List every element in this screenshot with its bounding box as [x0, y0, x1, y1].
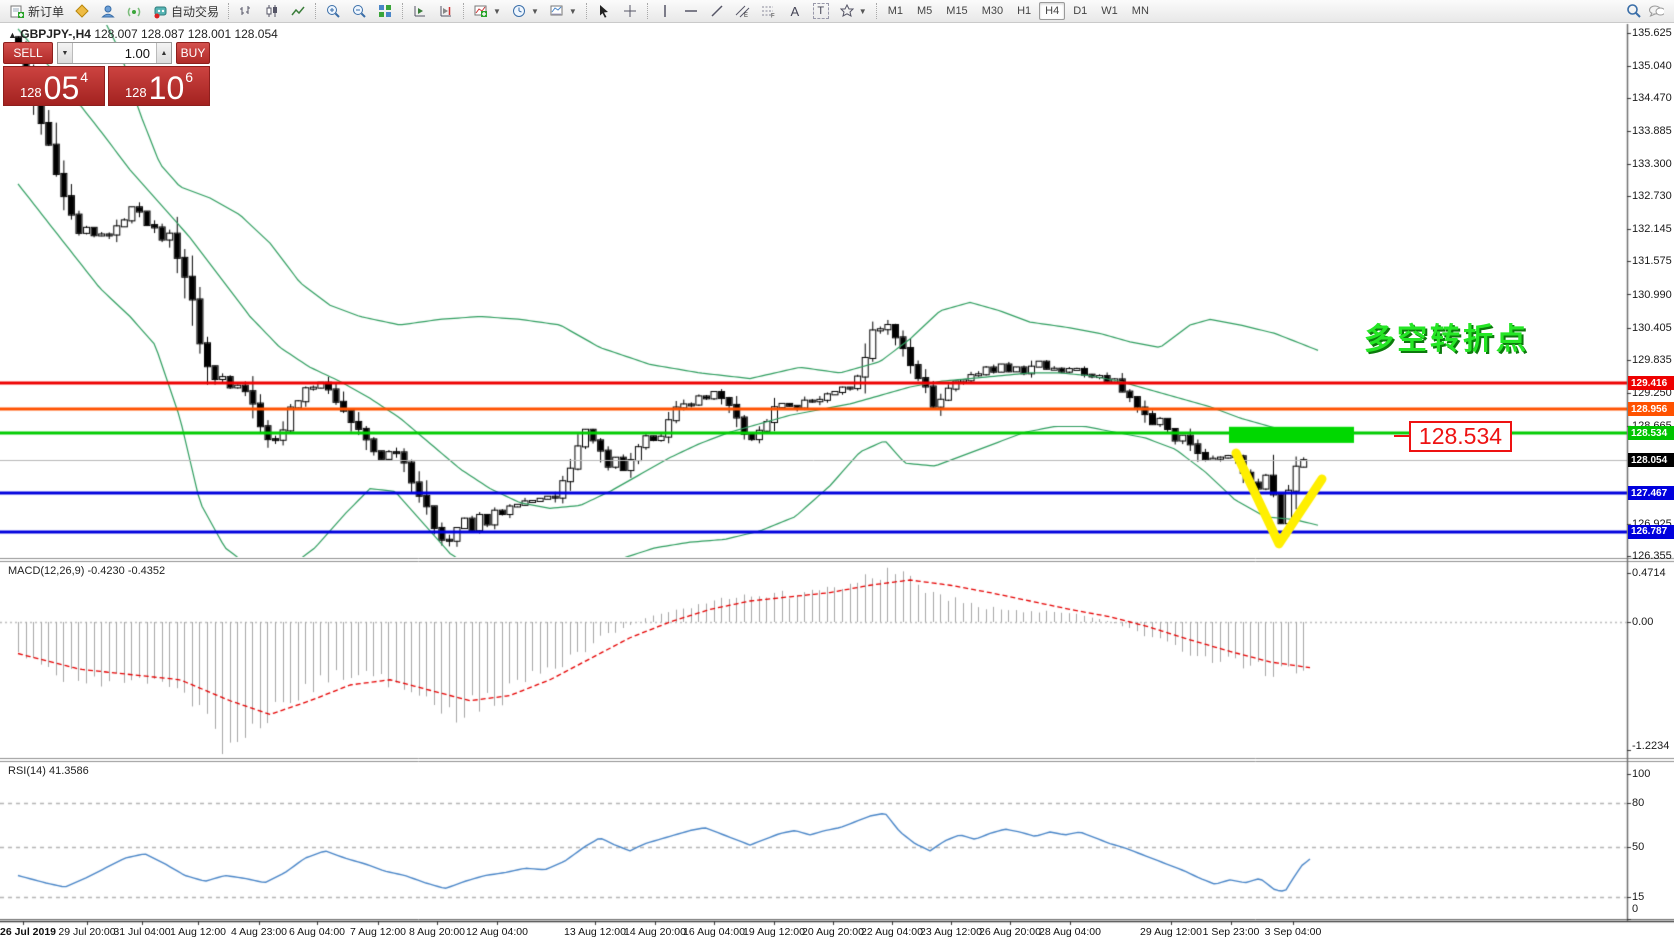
time-axis-label: 1 Sep 23:00	[1202, 926, 1260, 938]
price-axis-label: 130.990	[1632, 288, 1672, 301]
time-axis-label: 22 Aug 04:00	[861, 926, 923, 938]
rsi-label: RSI(14) 41.3586	[8, 765, 89, 777]
buy-price-base: 128	[124, 85, 147, 100]
time-axis-label: 26 Aug 20:00	[979, 926, 1041, 938]
time-axis-label: 7 Aug 12:00	[349, 926, 407, 938]
time-axis-label: 29 Jul 20:00	[58, 926, 116, 938]
time-axis-label: 1 Aug 12:00	[169, 926, 227, 938]
sell-price-pip: 4	[80, 69, 89, 85]
time-axis-label: 3 Sep 04:00	[1264, 926, 1322, 938]
current-price-badge: 128.054	[1628, 453, 1674, 468]
time-axis-label: 20 Aug 20:00	[802, 926, 864, 938]
price-axis-label: 134.470	[1632, 92, 1672, 105]
price-callout-box[interactable]: 128.534	[1409, 421, 1512, 452]
macd-axis-label: -1.2234	[1632, 740, 1670, 752]
turning-point-annotation: 多空转折点	[1364, 323, 1529, 356]
price-axis-label: 135.625	[1632, 27, 1672, 39]
time-axis-label: 29 Aug 12:00	[1140, 926, 1202, 938]
price-axis-label: 132.730	[1632, 190, 1672, 203]
time-axis-label: 6 Aug 04:00	[288, 926, 346, 938]
price-badge: 128.534	[1628, 426, 1674, 441]
time-axis-label: 19 Aug 12:00	[743, 926, 805, 938]
sell-price-base: 128	[19, 85, 42, 100]
sell-price-big: 05	[43, 69, 80, 106]
price-axis-label: 133.885	[1632, 125, 1672, 138]
rsi-axis-label: 0	[1632, 903, 1639, 915]
price-axis-label: 126.355	[1632, 550, 1672, 562]
time-axis-label: 4 Aug 23:00	[230, 926, 288, 938]
one-click-trading-panel: SELL ▼ 1.00 ▲ BUY 128 05 4 128 10 6	[3, 42, 210, 106]
time-axis-label: 13 Aug 12:00	[564, 926, 626, 938]
price-axis-label: 133.300	[1632, 158, 1672, 171]
time-axis-label: 28 Aug 04:00	[1039, 926, 1101, 938]
time-axis-label: 26 Jul 2019	[0, 926, 57, 938]
price-badge: 128.956	[1628, 402, 1674, 417]
macd-axis-label: 0.4714	[1632, 566, 1666, 579]
time-axis-label: 8 Aug 20:00	[408, 926, 466, 938]
rsi-axis-label: 80	[1632, 797, 1645, 809]
macd-axis-label: 0.00	[1632, 616, 1654, 628]
price-badge: 129.416	[1628, 376, 1674, 391]
time-axis-label: 16 Aug 04:00	[683, 926, 745, 938]
price-axis-label: 132.145	[1632, 223, 1672, 236]
price-axis-label: 131.575	[1632, 255, 1672, 268]
volume-spinner: ▼ 1.00 ▲	[57, 42, 172, 64]
price-axis-label: 135.040	[1632, 60, 1672, 72]
price-badge: 126.787	[1628, 524, 1674, 539]
sell-price[interactable]: 128 05 4	[3, 66, 105, 106]
time-axis-label: 31 Jul 04:00	[113, 926, 171, 938]
price-badge: 127.467	[1628, 486, 1674, 501]
volume-up-button[interactable]: ▲	[156, 43, 171, 63]
rsi-axis-label: 15	[1632, 891, 1645, 904]
volume-down-button[interactable]: ▼	[58, 43, 73, 63]
chart-title: ▲ GBPJPY-,H4 128.007 128.087 128.001 128…	[8, 27, 278, 41]
callout-tick	[1394, 435, 1409, 437]
time-axis-label: 14 Aug 20:00	[624, 926, 686, 938]
rsi-axis-label: 100	[1632, 768, 1651, 780]
time-axis-label: 23 Aug 12:00	[920, 926, 982, 938]
buy-price-pip: 6	[185, 69, 194, 85]
symbol-period: GBPJPY-,H4	[20, 27, 91, 41]
buy-price-big: 10	[148, 69, 185, 106]
buy-button[interactable]: BUY	[176, 42, 210, 64]
macd-label: MACD(12,26,9) -0.4230 -0.4352	[8, 565, 166, 577]
time-axis-label: 12 Aug 04:00	[466, 926, 528, 938]
price-axis-label: 130.405	[1632, 321, 1672, 334]
sell-button[interactable]: SELL	[3, 42, 53, 64]
price-axis-label: 129.835	[1632, 353, 1672, 366]
buy-price[interactable]: 128 10 6	[108, 66, 210, 106]
ohlc-values: 128.007 128.087 128.001 128.054	[94, 27, 278, 41]
collapse-triangle-icon[interactable]: ▲	[8, 30, 17, 40]
rsi-axis-label: 50	[1632, 840, 1645, 853]
volume-input[interactable]: 1.00	[124, 45, 150, 61]
